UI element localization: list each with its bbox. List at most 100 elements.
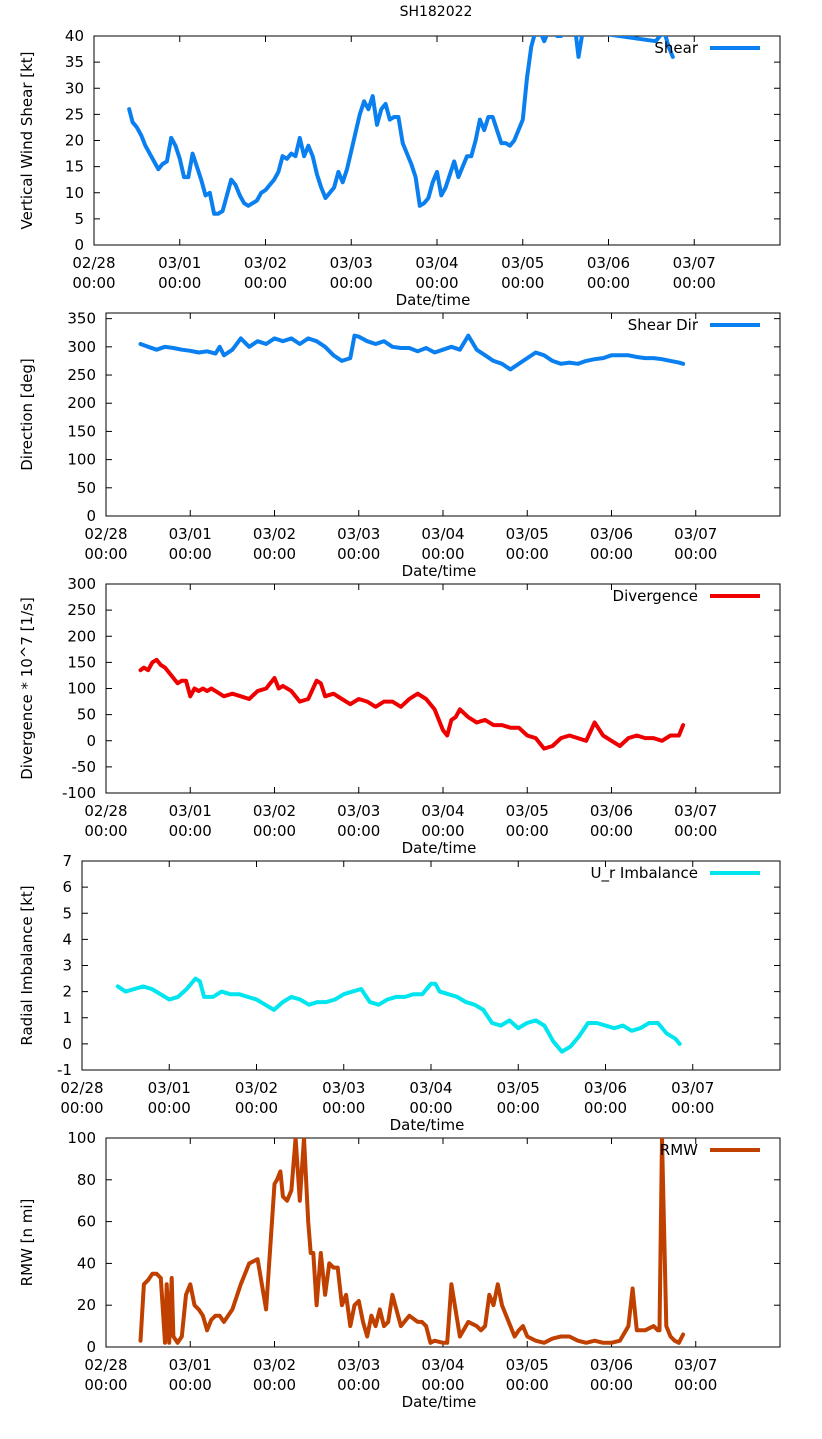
plot-frame bbox=[105, 583, 781, 794]
x-tick-date: 03/06 bbox=[584, 1079, 627, 1097]
plot-frame bbox=[93, 35, 781, 246]
y-tick-label: 5 bbox=[74, 210, 84, 228]
x-tick-time: 00:00 bbox=[322, 1099, 365, 1117]
x-axis-label: Date/time bbox=[396, 291, 471, 309]
x-tick-time: 00:00 bbox=[409, 1099, 452, 1117]
x-tick-date: 03/05 bbox=[506, 802, 549, 820]
x-tick-time: 00:00 bbox=[337, 545, 380, 563]
y-tick-label: -1 bbox=[57, 1061, 72, 1079]
y-tick-label: 150 bbox=[67, 653, 96, 671]
x-tick-date: 03/02 bbox=[253, 525, 296, 543]
y-tick-label: 20 bbox=[65, 132, 84, 150]
x-tick-date: 03/03 bbox=[337, 802, 380, 820]
x-tick-time: 00:00 bbox=[421, 822, 464, 840]
x-tick-date: 03/06 bbox=[590, 802, 633, 820]
y-tick-label: 25 bbox=[65, 105, 84, 123]
y-tick-label: 15 bbox=[65, 158, 84, 176]
y-tick-label: 250 bbox=[67, 366, 96, 384]
x-tick-date: 03/07 bbox=[674, 1356, 717, 1374]
y-tick-label: -50 bbox=[72, 758, 97, 776]
y-tick-label: 35 bbox=[65, 53, 84, 71]
x-tick-date: 02/28 bbox=[84, 1356, 127, 1374]
x-tick-date: 02/28 bbox=[72, 254, 115, 272]
y-tick-label: 100 bbox=[67, 451, 96, 469]
x-tick-time: 00:00 bbox=[590, 545, 633, 563]
x-tick-time: 00:00 bbox=[72, 274, 115, 292]
y-tick-label: 20 bbox=[77, 1296, 96, 1314]
y-tick-label: 100 bbox=[67, 1129, 96, 1147]
y-tick-label: 150 bbox=[67, 422, 96, 440]
x-tick-time: 00:00 bbox=[169, 822, 212, 840]
x-tick-time: 00:00 bbox=[169, 545, 212, 563]
x-tick-date: 03/01 bbox=[169, 1356, 212, 1374]
panel-divergence: -100 -50 0 50 100 150 200 250 300 02/28 00:00 03/01… bbox=[18, 575, 781, 857]
x-tick-date: 03/03 bbox=[330, 254, 373, 272]
y-tick-label: 100 bbox=[67, 680, 96, 698]
plot-frame bbox=[105, 1137, 781, 1348]
legend-label: Divergence bbox=[613, 587, 698, 605]
y-tick-label: 5 bbox=[62, 904, 72, 922]
y-tick-label: 50 bbox=[77, 706, 96, 724]
legend-label: RMW bbox=[660, 1141, 698, 1159]
y-tick-label: 1 bbox=[62, 1009, 72, 1027]
x-tick-time: 00:00 bbox=[506, 822, 549, 840]
x-tick-time: 00:00 bbox=[671, 1099, 714, 1117]
x-tick-time: 00:00 bbox=[584, 1099, 627, 1117]
x-tick-date: 03/02 bbox=[244, 254, 287, 272]
y-tick-label: 60 bbox=[77, 1213, 96, 1231]
x-tick-time: 00:00 bbox=[497, 1099, 540, 1117]
x-axis-label: Date/time bbox=[402, 839, 477, 857]
y-tick-label: 6 bbox=[62, 878, 72, 896]
y-axis-label: Divergence * 10^7 [1/s] bbox=[18, 597, 36, 780]
x-tick-date: 03/05 bbox=[506, 1356, 549, 1374]
x-tick-time: 00:00 bbox=[148, 1099, 191, 1117]
x-tick-time: 00:00 bbox=[235, 1099, 278, 1117]
series-line-divergence bbox=[138, 657, 686, 751]
x-tick-date: 03/07 bbox=[673, 254, 716, 272]
x-tick-time: 00:00 bbox=[590, 1376, 633, 1394]
x-tick-time: 00:00 bbox=[590, 822, 633, 840]
y-tick-label: 2 bbox=[62, 983, 72, 1001]
panel-shear-dir: 0 50 100 150 200 250 300 350 02/28 00:00 03/01 00:0… bbox=[18, 310, 781, 580]
x-tick-date: 03/04 bbox=[421, 1356, 464, 1374]
x-tick-time: 00:00 bbox=[253, 545, 296, 563]
x-axis-label: Date/time bbox=[402, 562, 477, 580]
x-tick-time: 00:00 bbox=[244, 274, 287, 292]
x-tick-date: 03/07 bbox=[674, 525, 717, 543]
x-axis-label: Date/time bbox=[390, 1116, 465, 1134]
series-line-shear bbox=[127, 36, 675, 216]
x-tick-date: 03/02 bbox=[253, 1356, 296, 1374]
x-axis-label: Date/time bbox=[402, 1393, 477, 1411]
x-tick-time: 00:00 bbox=[253, 822, 296, 840]
y-tick-label: 7 bbox=[62, 852, 72, 870]
x-tick-date: 03/06 bbox=[590, 1356, 633, 1374]
x-tick-time: 00:00 bbox=[501, 274, 544, 292]
x-tick-time: 00:00 bbox=[84, 545, 127, 563]
x-tick-time: 00:00 bbox=[337, 822, 380, 840]
y-tick-label: 300 bbox=[67, 338, 96, 356]
x-tick-time: 00:00 bbox=[169, 1376, 212, 1394]
x-tick-time: 00:00 bbox=[330, 274, 373, 292]
y-tick-label: 200 bbox=[67, 627, 96, 645]
x-tick-date: 03/07 bbox=[674, 802, 717, 820]
panel-rmw: 0 20 40 60 80 100 02/28 00:00 03/01 00:00 03/02 00:… bbox=[18, 1129, 781, 1411]
x-tick-time: 00:00 bbox=[506, 1376, 549, 1394]
y-tick-label: 80 bbox=[77, 1171, 96, 1189]
x-tick-time: 00:00 bbox=[673, 274, 716, 292]
x-tick-time: 00:00 bbox=[60, 1099, 103, 1117]
series-line-shear-dir bbox=[138, 333, 686, 372]
x-tick-time: 00:00 bbox=[587, 274, 630, 292]
x-tick-date: 03/05 bbox=[497, 1079, 540, 1097]
y-tick-label: 200 bbox=[67, 394, 96, 412]
x-tick-date: 03/03 bbox=[337, 1356, 380, 1374]
x-tick-date: 03/04 bbox=[421, 802, 464, 820]
x-tick-date: 03/05 bbox=[501, 254, 544, 272]
legend-label: Shear bbox=[654, 39, 698, 57]
x-tick-date: 03/01 bbox=[158, 254, 201, 272]
y-tick-label: -100 bbox=[62, 784, 96, 802]
plot-frame bbox=[105, 312, 781, 517]
x-tick-time: 00:00 bbox=[415, 274, 458, 292]
x-tick-date: 03/07 bbox=[671, 1079, 714, 1097]
series-line-rmw bbox=[138, 1138, 686, 1345]
